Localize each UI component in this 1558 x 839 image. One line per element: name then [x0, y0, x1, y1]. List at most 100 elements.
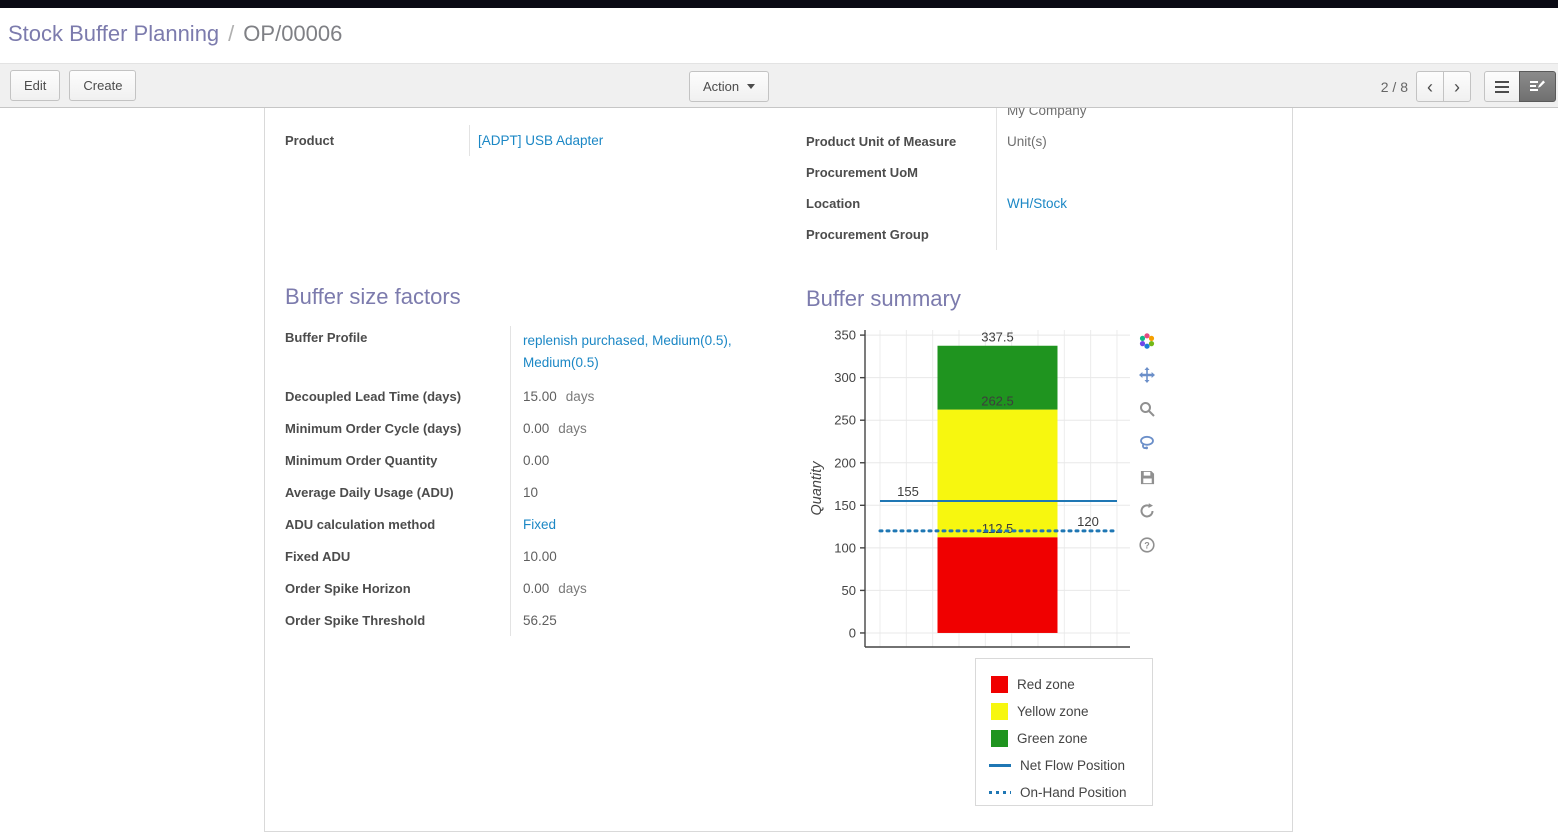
- net-flow-line-swatch: [989, 764, 1011, 767]
- legend-item-green-zone[interactable]: Green zone: [976, 725, 1152, 752]
- svg-text:120: 120: [1077, 514, 1099, 529]
- field-label: ADU calculation method: [285, 508, 511, 540]
- field-row-decoupled-lead-time: Decoupled Lead Time (days) 15.00 days: [285, 380, 785, 412]
- adu-method-link[interactable]: Fixed: [523, 516, 557, 532]
- field-row-order-spike-threshold: Order Spike Threshold 56.25: [285, 604, 785, 636]
- buffer-profile-link[interactable]: replenish purchased, Medium(0.5), Medium…: [523, 333, 732, 370]
- green-zone-swatch: [991, 730, 1008, 747]
- field-label: Minimum Order Quantity: [285, 444, 511, 476]
- buffer-size-factors-title: Buffer size factors: [285, 284, 461, 309]
- form-view-button[interactable]: [1519, 71, 1556, 102]
- field-label: [806, 108, 997, 126]
- list-view-button[interactable]: [1484, 71, 1520, 102]
- chart-modebar: ?: [1133, 332, 1161, 554]
- field-value: 0.00: [523, 452, 550, 468]
- save-icon[interactable]: [1138, 468, 1156, 486]
- lasso-select-icon[interactable]: [1138, 434, 1156, 452]
- zoom-icon[interactable]: [1138, 400, 1156, 418]
- field-row-adu: Average Daily Usage (ADU) 10: [285, 476, 785, 508]
- control-panel: Edit Create Action 2 / 8 ‹ ›: [0, 63, 1558, 108]
- breadcrumb: Stock Buffer Planning / OP/00006: [0, 8, 1558, 63]
- breadcrumb-current: OP/00006: [243, 21, 343, 46]
- field-label: Average Daily Usage (ADU): [285, 476, 511, 508]
- svg-text:100: 100: [834, 540, 856, 555]
- unit-suffix: days: [558, 580, 587, 596]
- field-row-product: Product [ADPT] USB Adapter: [285, 125, 735, 156]
- field-label: Fixed ADU: [285, 540, 511, 572]
- legend-label: Yellow zone: [1017, 704, 1089, 719]
- field-value: 56.25: [523, 612, 557, 628]
- pager-previous-button[interactable]: ‹: [1416, 71, 1444, 102]
- form-edit-icon: [1530, 80, 1545, 91]
- product-group: Product [ADPT] USB Adapter: [285, 125, 735, 156]
- uom-value: Unit(s): [1007, 134, 1047, 149]
- field-row-min-order-qty: Minimum Order Quantity 0.00: [285, 444, 785, 476]
- legend-item-on-hand[interactable]: On-Hand Position: [976, 779, 1152, 806]
- plotly-logo-icon[interactable]: [1138, 332, 1156, 350]
- field-label: Location: [806, 188, 997, 219]
- chevron-left-icon: ‹: [1427, 76, 1433, 97]
- field-label: Order Spike Horizon: [285, 572, 511, 604]
- svg-text:337.5: 337.5: [981, 330, 1014, 345]
- unit-suffix: days: [558, 420, 587, 436]
- chevron-down-icon: [747, 84, 756, 89]
- chevron-right-icon: ›: [1454, 76, 1460, 97]
- buffer-summary-chart: 112.5 262.5 337.5 155 120 0 50 100 150 200 250 300 3…: [805, 322, 1175, 662]
- legend-item-net-flow[interactable]: Net Flow Position: [976, 752, 1152, 779]
- svg-text:112.5: 112.5: [982, 521, 1014, 536]
- field-label: Buffer Profile: [285, 326, 511, 380]
- legend-label: Net Flow Position: [1020, 758, 1126, 773]
- svg-text:0: 0: [849, 625, 856, 640]
- field-row-fixed-adu: Fixed ADU 10.00: [285, 540, 785, 572]
- logistics-group: My Company Product Unit of Measure Unit(…: [806, 108, 1266, 250]
- field-row-min-order-cycle: Minimum Order Cycle (days) 0.00 days: [285, 412, 785, 444]
- field-label: Decoupled Lead Time (days): [285, 380, 511, 412]
- svg-text:150: 150: [834, 498, 856, 513]
- legend-item-red-zone[interactable]: Red zone: [976, 671, 1152, 698]
- yellow-zone-swatch: [991, 703, 1008, 720]
- pager-next-button[interactable]: ›: [1443, 71, 1471, 102]
- field-row-company-clipped: My Company: [806, 108, 1266, 126]
- svg-text:262.5: 262.5: [981, 394, 1014, 409]
- breadcrumb-separator: /: [228, 21, 235, 46]
- field-value: 10.00: [523, 548, 557, 564]
- field-label: Product Unit of Measure: [806, 126, 997, 157]
- svg-text:50: 50: [842, 583, 856, 598]
- breadcrumb-parent-link[interactable]: Stock Buffer Planning: [8, 21, 220, 46]
- action-dropdown-button[interactable]: Action: [689, 71, 770, 102]
- pager-count: 2 / 8: [1380, 78, 1408, 95]
- buffer-summary-title: Buffer summary: [806, 286, 961, 311]
- field-row-adu-method: ADU calculation method Fixed: [285, 508, 785, 540]
- svg-text:?: ?: [1144, 540, 1150, 550]
- field-row-uom: Product Unit of Measure Unit(s): [806, 126, 1266, 157]
- field-row-procurement-uom: Procurement UoM: [806, 157, 1266, 188]
- pan-icon[interactable]: [1138, 366, 1156, 384]
- field-label: Order Spike Threshold: [285, 604, 511, 636]
- legend-label: Green zone: [1017, 731, 1088, 746]
- product-link[interactable]: [ADPT] USB Adapter: [478, 133, 604, 148]
- location-link[interactable]: WH/Stock: [1007, 196, 1068, 211]
- svg-text:155: 155: [897, 484, 919, 499]
- form-sheet: Product [ADPT] USB Adapter My Company Pr…: [264, 108, 1293, 832]
- create-button[interactable]: Create: [69, 70, 137, 101]
- red-zone-swatch: [991, 676, 1008, 693]
- edit-button[interactable]: Edit: [10, 70, 61, 101]
- list-icon: [1495, 80, 1509, 93]
- reset-axes-icon[interactable]: [1138, 502, 1156, 520]
- field-label: Product: [285, 125, 470, 156]
- svg-text:350: 350: [834, 328, 856, 343]
- field-label: Procurement UoM: [806, 157, 997, 188]
- pager: ‹ ›: [1416, 71, 1471, 102]
- field-value: 0.00: [523, 580, 550, 596]
- on-hand-dotted-swatch: [989, 791, 1011, 794]
- field-row-procurement-group: Procurement Group: [806, 219, 1266, 250]
- legend-label: On-Hand Position: [1020, 785, 1127, 800]
- legend-item-yellow-zone[interactable]: Yellow zone: [976, 698, 1152, 725]
- field-value: 10: [523, 484, 539, 500]
- help-icon[interactable]: ?: [1138, 536, 1156, 554]
- legend-label: Red zone: [1017, 677, 1075, 692]
- unit-suffix: days: [565, 388, 595, 404]
- action-label: Action: [703, 79, 740, 94]
- svg-text:200: 200: [834, 455, 856, 470]
- svg-text:250: 250: [834, 413, 856, 428]
